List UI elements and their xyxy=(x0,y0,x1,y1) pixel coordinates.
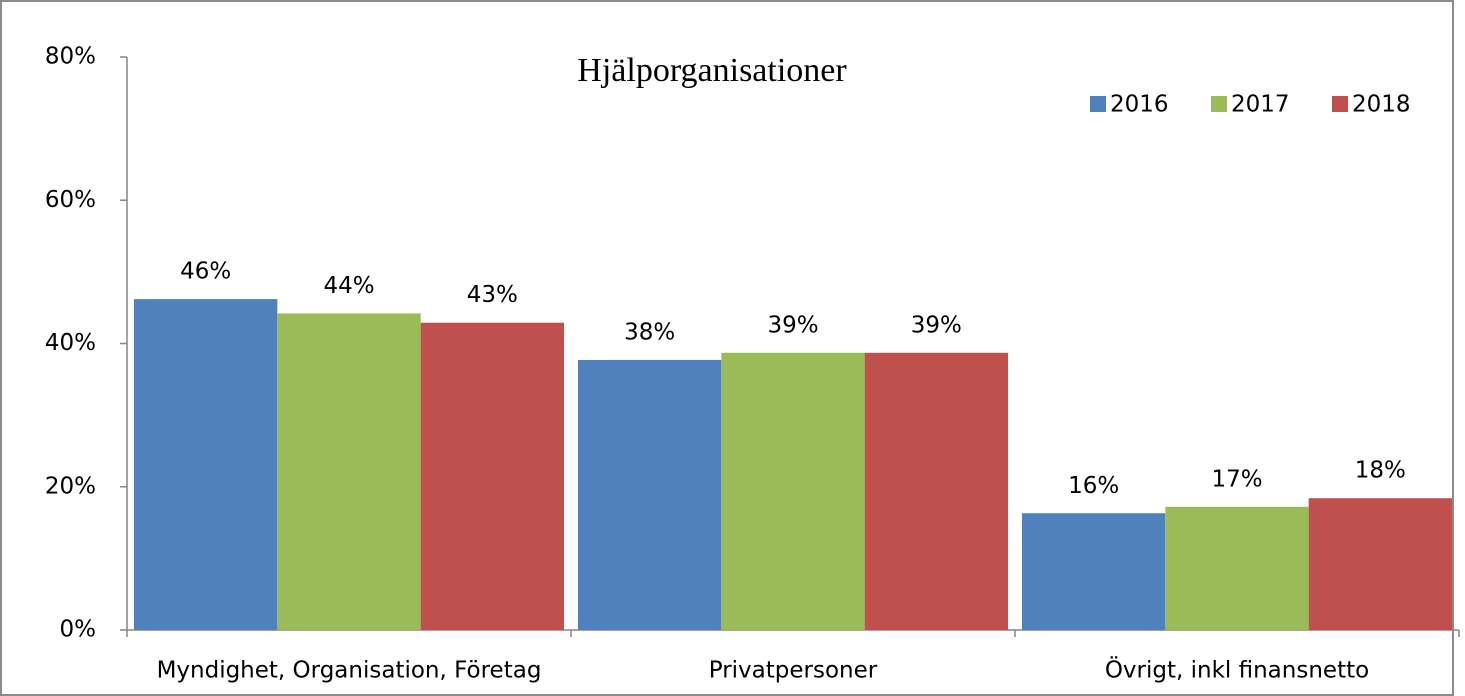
legend-swatch xyxy=(1090,96,1106,112)
y-tick-label: 40% xyxy=(45,330,96,356)
value-label: 38% xyxy=(624,319,675,345)
y-tick-label: 60% xyxy=(45,187,96,213)
y-tick-label: 80% xyxy=(45,44,96,70)
bar xyxy=(864,352,1008,630)
legend-swatch xyxy=(1211,96,1227,112)
x-tick-label: Övrigt, inkl finansnetto xyxy=(1105,656,1369,684)
value-label: 16% xyxy=(1068,473,1119,499)
bar xyxy=(1165,506,1309,630)
value-label: 39% xyxy=(767,312,818,338)
value-label: 17% xyxy=(1211,466,1262,492)
value-label: 46% xyxy=(180,259,231,285)
x-tick-label: Myndighet, Organisation, Företag xyxy=(157,658,542,684)
legend-label: 2018 xyxy=(1352,92,1411,118)
chart-title: Hjälporganisationer xyxy=(577,52,847,89)
legend-swatch xyxy=(1332,96,1348,112)
bar xyxy=(420,322,564,630)
value-label: 43% xyxy=(467,282,518,308)
bar xyxy=(1308,498,1452,630)
bar xyxy=(277,313,421,630)
legend-label: 2016 xyxy=(1110,92,1169,118)
bar xyxy=(1022,513,1166,630)
bar xyxy=(578,359,722,630)
x-tick-label: Privatpersoner xyxy=(709,658,878,684)
value-label: 39% xyxy=(911,312,962,338)
bar xyxy=(134,299,278,630)
bar xyxy=(721,352,865,630)
value-label: 44% xyxy=(323,273,374,299)
y-tick-label: 0% xyxy=(60,617,97,643)
legend-label: 2017 xyxy=(1231,92,1290,118)
y-tick-label: 20% xyxy=(45,473,96,499)
value-label: 18% xyxy=(1355,458,1406,484)
